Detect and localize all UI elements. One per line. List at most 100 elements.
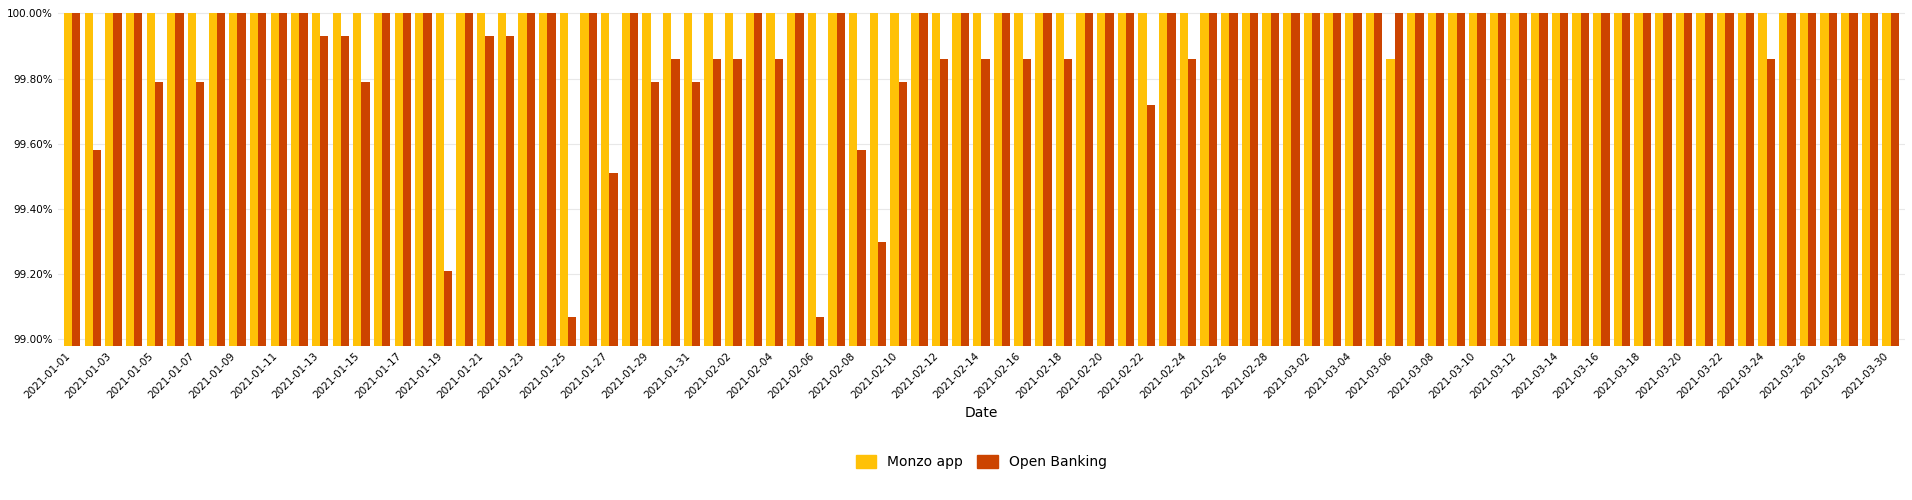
Bar	[1222, 14, 1229, 346]
Bar	[981, 59, 990, 346]
Bar	[1581, 14, 1589, 346]
Bar	[692, 82, 700, 346]
Bar	[486, 36, 493, 346]
Bar	[197, 82, 205, 346]
Bar	[1539, 14, 1547, 346]
Bar	[415, 14, 423, 346]
Bar	[1084, 14, 1094, 346]
Bar	[354, 14, 361, 346]
Bar	[1809, 14, 1816, 346]
Bar	[828, 14, 837, 346]
Bar	[1262, 14, 1271, 346]
Bar	[1365, 14, 1375, 346]
Bar	[1518, 14, 1528, 346]
Bar	[126, 14, 134, 346]
Bar	[1870, 14, 1878, 346]
Bar	[1532, 14, 1539, 346]
Bar	[63, 14, 73, 346]
Bar	[952, 14, 960, 346]
Bar	[187, 14, 197, 346]
Bar	[73, 14, 80, 346]
Bar	[1600, 14, 1610, 346]
Bar	[216, 14, 226, 346]
Bar	[1241, 14, 1250, 346]
Bar	[1788, 14, 1795, 346]
Bar	[1250, 14, 1258, 346]
Bar	[568, 316, 576, 346]
Bar	[650, 82, 660, 346]
Bar	[1126, 14, 1134, 346]
Bar	[671, 59, 679, 346]
Bar	[920, 14, 927, 346]
Bar	[1642, 14, 1650, 346]
Bar	[457, 14, 465, 346]
Bar	[270, 14, 279, 346]
Bar	[1849, 14, 1858, 346]
Bar	[857, 150, 866, 346]
Bar	[1063, 59, 1073, 346]
Bar	[1738, 14, 1746, 346]
Bar	[1696, 14, 1706, 346]
Bar	[176, 14, 184, 346]
Bar	[1312, 14, 1321, 346]
Bar	[1325, 14, 1333, 346]
Bar	[1621, 14, 1631, 346]
Bar	[767, 14, 774, 346]
Bar	[155, 82, 163, 346]
Bar	[312, 14, 319, 346]
Bar	[1684, 14, 1692, 346]
Bar	[1572, 14, 1581, 346]
Bar	[436, 14, 444, 346]
Bar	[84, 14, 94, 346]
Bar	[1375, 14, 1382, 346]
Bar	[382, 14, 390, 346]
Bar	[581, 14, 589, 346]
Bar	[1820, 14, 1828, 346]
Bar	[528, 14, 535, 346]
Bar	[1675, 14, 1684, 346]
Bar	[1283, 14, 1291, 346]
Bar	[816, 316, 824, 346]
Bar	[375, 14, 382, 346]
Bar	[891, 14, 899, 346]
Bar	[1828, 14, 1837, 346]
Bar	[610, 173, 618, 346]
Bar	[1614, 14, 1621, 346]
Bar	[423, 14, 432, 346]
Bar	[237, 14, 247, 346]
Bar	[1076, 14, 1084, 346]
Bar	[1002, 14, 1010, 346]
Bar	[166, 14, 176, 346]
Bar	[941, 59, 948, 346]
Bar	[1159, 14, 1168, 346]
Bar	[788, 14, 795, 346]
Bar	[547, 14, 556, 346]
Bar	[1044, 14, 1052, 346]
Bar	[870, 14, 878, 346]
Bar	[1415, 14, 1424, 346]
Bar	[795, 14, 803, 346]
Bar	[1147, 104, 1155, 346]
Bar	[1291, 14, 1300, 346]
Bar	[684, 14, 692, 346]
Bar	[1119, 14, 1126, 346]
Bar	[600, 14, 610, 346]
Bar	[621, 14, 631, 346]
Bar	[300, 14, 308, 346]
Bar	[319, 36, 329, 346]
Bar	[1841, 14, 1849, 346]
Bar	[1344, 14, 1354, 346]
Bar	[465, 14, 472, 346]
Bar	[1449, 14, 1457, 346]
Bar	[1229, 14, 1237, 346]
Bar	[1725, 14, 1734, 346]
Bar	[394, 14, 403, 346]
Bar	[507, 36, 514, 346]
Bar	[1799, 14, 1809, 346]
Bar	[1354, 14, 1361, 346]
Bar	[1457, 14, 1465, 346]
Bar	[1034, 14, 1044, 346]
Bar	[1767, 59, 1774, 346]
Bar	[291, 14, 300, 346]
Bar	[340, 36, 350, 346]
